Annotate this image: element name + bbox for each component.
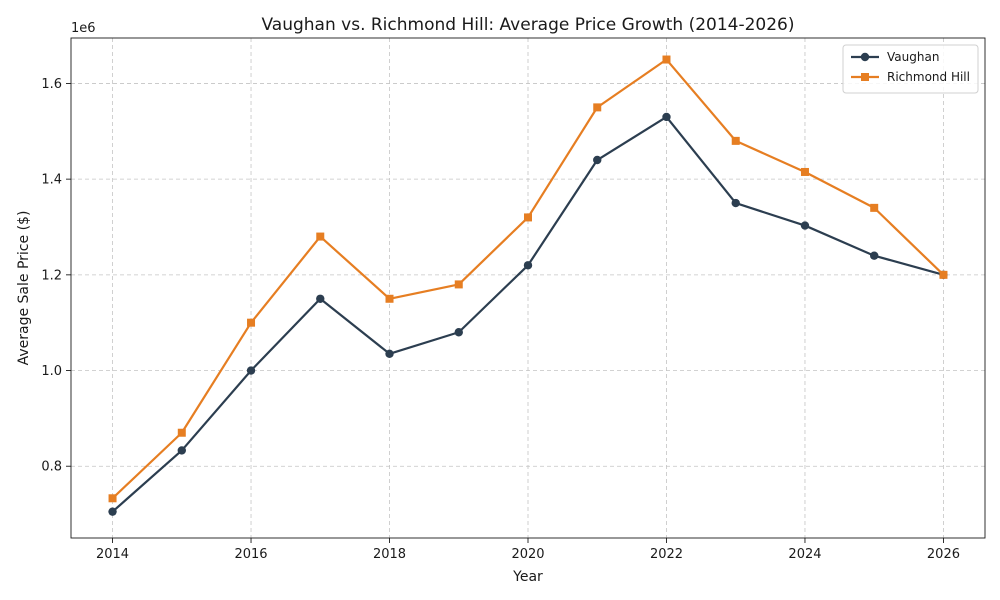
y-tick-label: 1.0	[41, 364, 62, 379]
data-point-richmond-hill	[939, 270, 948, 279]
data-point-richmond-hill	[385, 294, 394, 303]
x-tick-label: 2026	[927, 547, 960, 562]
data-point-vaughan	[662, 112, 671, 122]
data-point-vaughan	[731, 198, 740, 208]
data-point-vaughan	[870, 251, 879, 260]
data-point-vaughan	[177, 446, 186, 455]
x-tick-label: 2014	[96, 547, 129, 562]
x-axis-label: Year	[512, 569, 543, 585]
data-point-richmond-hill	[177, 428, 186, 437]
legend-marker	[860, 52, 870, 62]
data-point-richmond-hill	[731, 136, 740, 145]
y-tick-label: 1.4	[41, 173, 62, 188]
data-point-richmond-hill	[454, 280, 463, 289]
chart-title: Vaughan vs. Richmond Hill: Average Price…	[261, 15, 794, 35]
series-layer	[108, 55, 948, 516]
legend-label: Richmond Hill	[887, 70, 970, 84]
data-point-richmond-hill	[593, 103, 602, 112]
legend-entry-vaughan: Vaughan	[851, 50, 939, 64]
legend-marker	[861, 73, 869, 81]
data-point-richmond-hill	[524, 213, 532, 222]
y-tick-label: 0.8	[41, 460, 62, 475]
data-point-richmond-hill	[108, 494, 117, 503]
data-point-richmond-hill	[662, 55, 671, 64]
y-tick-label: 1.6	[41, 77, 62, 92]
data-point-vaughan	[108, 507, 117, 516]
data-point-richmond-hill	[316, 232, 325, 241]
y-axis-offset-label: 1e6	[71, 21, 96, 36]
plot-frame	[70, 37, 986, 539]
data-point-vaughan	[246, 366, 256, 375]
data-point-vaughan	[385, 349, 394, 358]
series-vaughan	[108, 112, 948, 516]
data-point-richmond-hill	[870, 203, 879, 212]
data-point-richmond-hill	[800, 167, 809, 176]
data-point-vaughan	[593, 155, 602, 165]
series-richmond-hill	[108, 55, 948, 503]
data-point-vaughan	[523, 261, 533, 270]
y-axis-label: Average Sale Price ($)	[16, 211, 32, 366]
grid-lines	[71, 38, 985, 538]
x-tick-label: 2016	[234, 547, 267, 562]
x-tick-label: 2022	[650, 547, 683, 562]
y-tick-label: 1.2	[41, 268, 62, 283]
x-tick-label: 2024	[788, 547, 821, 562]
legend-entry-richmond-hill: Richmond Hill	[851, 70, 970, 84]
data-point-vaughan	[316, 294, 325, 303]
legend-label: Vaughan	[887, 50, 939, 64]
legend: Vaughan Richmond Hill	[842, 44, 979, 94]
axis-ticks: 2014 2016 2018 2020 2022 2024 2026 0.8 1.0 1.2 1.4…	[41, 77, 960, 562]
x-tick-label: 2020	[511, 547, 544, 562]
x-tick-label: 2018	[373, 547, 406, 562]
data-point-richmond-hill	[247, 318, 256, 327]
data-point-vaughan	[800, 221, 810, 230]
data-point-vaughan	[454, 328, 463, 337]
